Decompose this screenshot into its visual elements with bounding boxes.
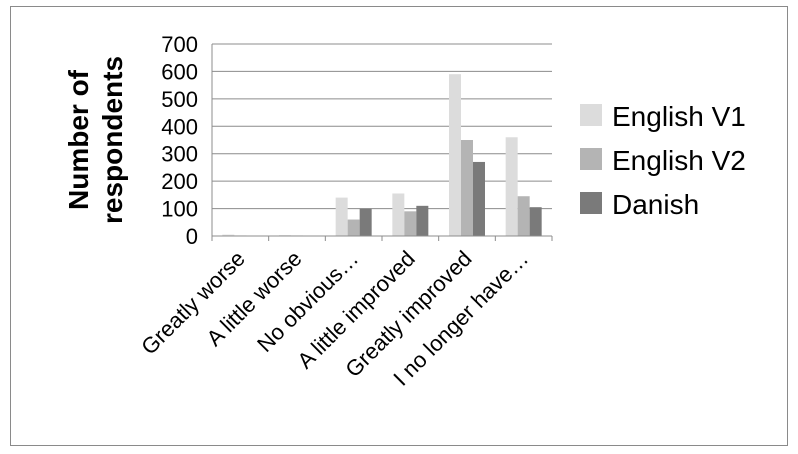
bar [347,219,360,236]
bar [392,193,405,236]
y-tick-label: 0 [186,224,198,249]
axes [211,44,553,241]
y-axis-label-line-1: Number of [63,69,94,210]
bar [359,208,372,236]
legend-label: Danish [612,189,699,220]
gridlines [212,43,552,237]
bar [505,137,518,236]
legend-label: English V2 [612,145,746,176]
legend-label: English V1 [612,101,746,132]
bar [529,207,542,236]
y-tick-label: 700 [161,32,198,57]
bars [222,74,542,237]
bar [473,161,485,236]
y-axis-label-line-2: respondents [97,56,128,224]
legend-swatch [580,104,602,126]
bar [335,197,348,236]
chart-frame [10,6,788,446]
bar [461,140,473,236]
legend-swatch [580,192,602,214]
legend: English V1 English V2 Danish [580,101,746,220]
bar [416,205,429,236]
y-tick-label: 200 [161,169,198,194]
legend-swatch [580,148,602,170]
bar [222,234,235,236]
y-tick-label: 300 [161,142,198,167]
bar [449,74,461,237]
y-tick-label: 100 [161,197,198,222]
y-tick-label: 500 [161,87,198,112]
y-tick-label: 400 [161,114,198,139]
bar [517,196,530,236]
y-tick-label: 600 [161,59,198,84]
bar [404,211,417,236]
